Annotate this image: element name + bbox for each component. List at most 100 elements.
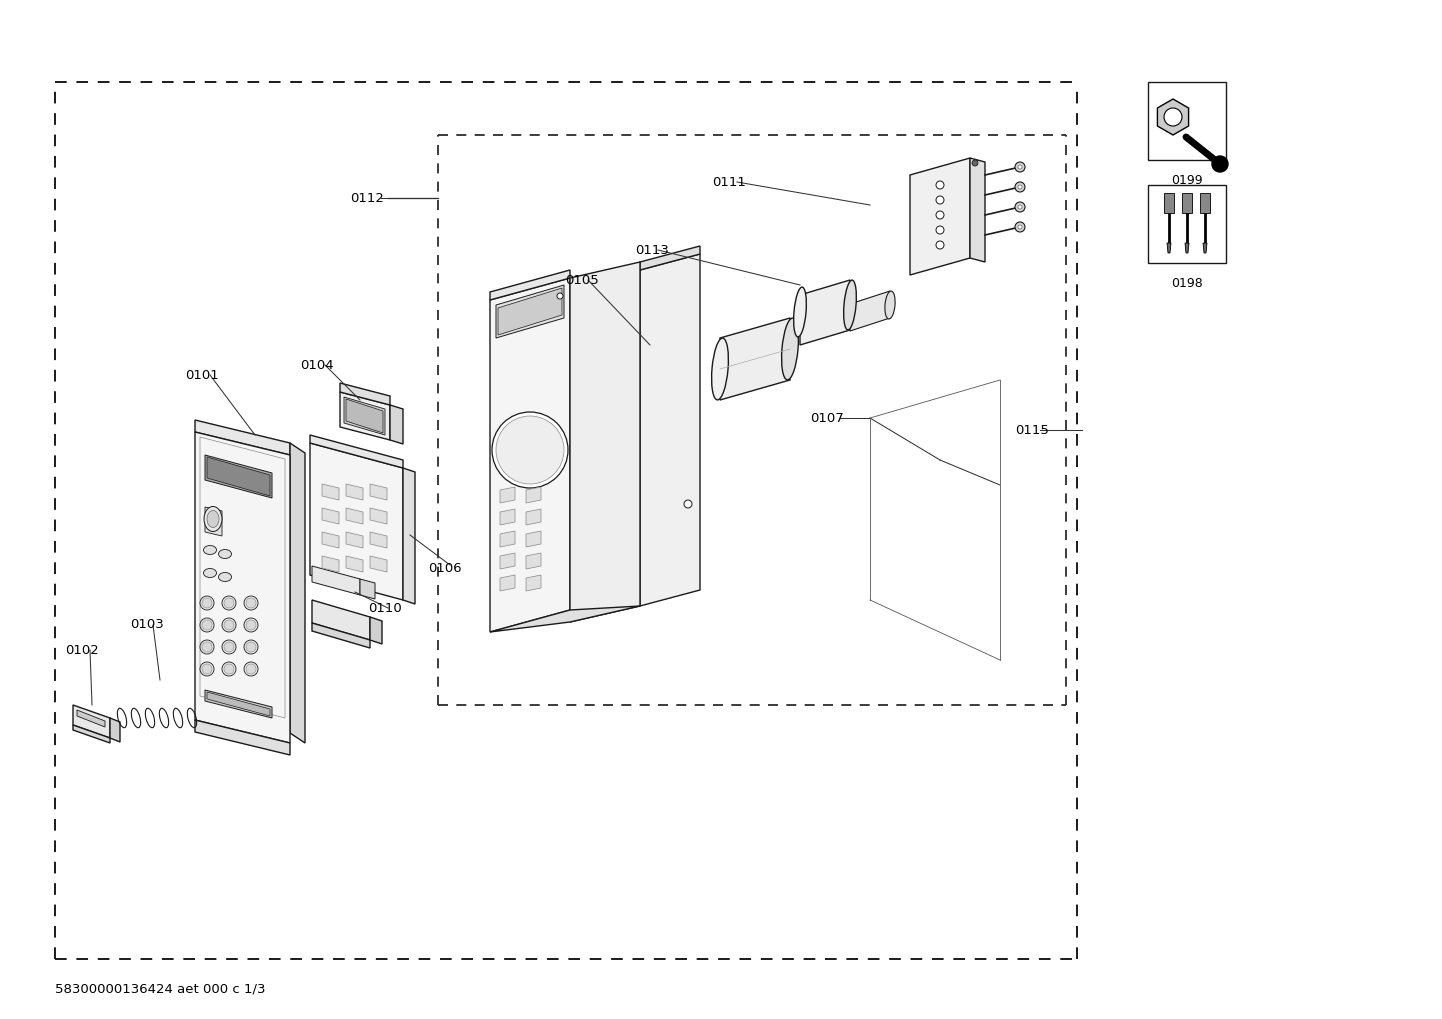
Circle shape xyxy=(202,664,212,674)
Polygon shape xyxy=(496,285,564,338)
Text: 58300000136424 aet 000 c 1/3: 58300000136424 aet 000 c 1/3 xyxy=(55,982,265,995)
Circle shape xyxy=(222,662,236,676)
Circle shape xyxy=(492,412,568,488)
Circle shape xyxy=(1211,156,1229,172)
Polygon shape xyxy=(310,435,402,468)
Polygon shape xyxy=(346,484,363,500)
Polygon shape xyxy=(1158,99,1188,135)
Circle shape xyxy=(557,293,562,299)
Circle shape xyxy=(224,620,234,630)
Circle shape xyxy=(202,642,212,652)
Text: 0115: 0115 xyxy=(1015,424,1048,436)
Circle shape xyxy=(936,226,945,234)
Bar xyxy=(1148,185,1226,263)
Polygon shape xyxy=(720,318,790,400)
Circle shape xyxy=(202,620,212,630)
Polygon shape xyxy=(497,288,562,335)
Circle shape xyxy=(244,596,258,610)
Polygon shape xyxy=(910,158,970,275)
Polygon shape xyxy=(346,532,363,548)
Circle shape xyxy=(1015,202,1025,212)
Polygon shape xyxy=(360,579,375,599)
Polygon shape xyxy=(500,487,515,503)
Circle shape xyxy=(1015,162,1025,172)
Polygon shape xyxy=(526,531,541,547)
Text: 0101: 0101 xyxy=(185,369,219,381)
Circle shape xyxy=(224,598,234,608)
Polygon shape xyxy=(205,455,273,498)
Circle shape xyxy=(244,640,258,654)
Circle shape xyxy=(1018,165,1022,169)
Circle shape xyxy=(224,664,234,674)
Polygon shape xyxy=(195,720,290,755)
Ellipse shape xyxy=(885,291,895,319)
Text: 0111: 0111 xyxy=(712,175,746,189)
Polygon shape xyxy=(402,468,415,604)
Polygon shape xyxy=(371,616,382,644)
Polygon shape xyxy=(310,443,402,600)
Polygon shape xyxy=(1167,243,1171,253)
Circle shape xyxy=(496,416,564,484)
Circle shape xyxy=(972,160,978,166)
Polygon shape xyxy=(345,397,385,435)
Text: 0106: 0106 xyxy=(428,561,461,575)
Polygon shape xyxy=(74,725,110,743)
Polygon shape xyxy=(970,158,985,262)
Circle shape xyxy=(244,662,258,676)
Polygon shape xyxy=(1182,193,1193,213)
Text: 0198: 0198 xyxy=(1171,277,1203,290)
Polygon shape xyxy=(205,690,273,718)
Polygon shape xyxy=(500,575,515,591)
Polygon shape xyxy=(208,457,270,496)
Circle shape xyxy=(247,664,257,674)
Polygon shape xyxy=(340,383,389,405)
Polygon shape xyxy=(1185,243,1190,253)
Polygon shape xyxy=(311,600,371,640)
Polygon shape xyxy=(311,566,360,595)
Polygon shape xyxy=(322,556,339,572)
Circle shape xyxy=(1164,108,1182,126)
Polygon shape xyxy=(371,556,386,572)
Polygon shape xyxy=(195,432,290,743)
Polygon shape xyxy=(371,508,386,524)
Ellipse shape xyxy=(219,549,232,558)
Circle shape xyxy=(247,620,257,630)
Polygon shape xyxy=(322,484,339,500)
Circle shape xyxy=(244,618,258,632)
Polygon shape xyxy=(526,575,541,591)
Polygon shape xyxy=(1164,193,1174,213)
Circle shape xyxy=(247,598,257,608)
Text: 0102: 0102 xyxy=(65,644,98,656)
Text: 0112: 0112 xyxy=(350,192,384,205)
Polygon shape xyxy=(490,278,570,632)
Ellipse shape xyxy=(203,569,216,578)
Polygon shape xyxy=(526,510,541,525)
Polygon shape xyxy=(290,443,306,743)
Polygon shape xyxy=(340,392,389,440)
Polygon shape xyxy=(500,510,515,525)
Circle shape xyxy=(1015,182,1025,192)
Polygon shape xyxy=(322,508,339,524)
Polygon shape xyxy=(526,487,541,503)
Circle shape xyxy=(200,618,213,632)
Polygon shape xyxy=(500,531,515,547)
Polygon shape xyxy=(208,692,270,716)
Text: 0107: 0107 xyxy=(810,412,844,425)
Polygon shape xyxy=(389,405,402,444)
Circle shape xyxy=(936,211,945,219)
Text: 0103: 0103 xyxy=(130,619,164,632)
Circle shape xyxy=(684,500,692,508)
Circle shape xyxy=(224,642,234,652)
Polygon shape xyxy=(640,246,699,270)
Polygon shape xyxy=(110,718,120,742)
Circle shape xyxy=(1018,225,1022,229)
Circle shape xyxy=(1018,205,1022,209)
Polygon shape xyxy=(526,553,541,569)
Text: 0199: 0199 xyxy=(1171,174,1203,187)
Polygon shape xyxy=(346,399,384,433)
Polygon shape xyxy=(346,556,363,572)
Polygon shape xyxy=(849,291,890,331)
Polygon shape xyxy=(371,484,386,500)
Polygon shape xyxy=(490,270,570,300)
Polygon shape xyxy=(640,254,699,606)
